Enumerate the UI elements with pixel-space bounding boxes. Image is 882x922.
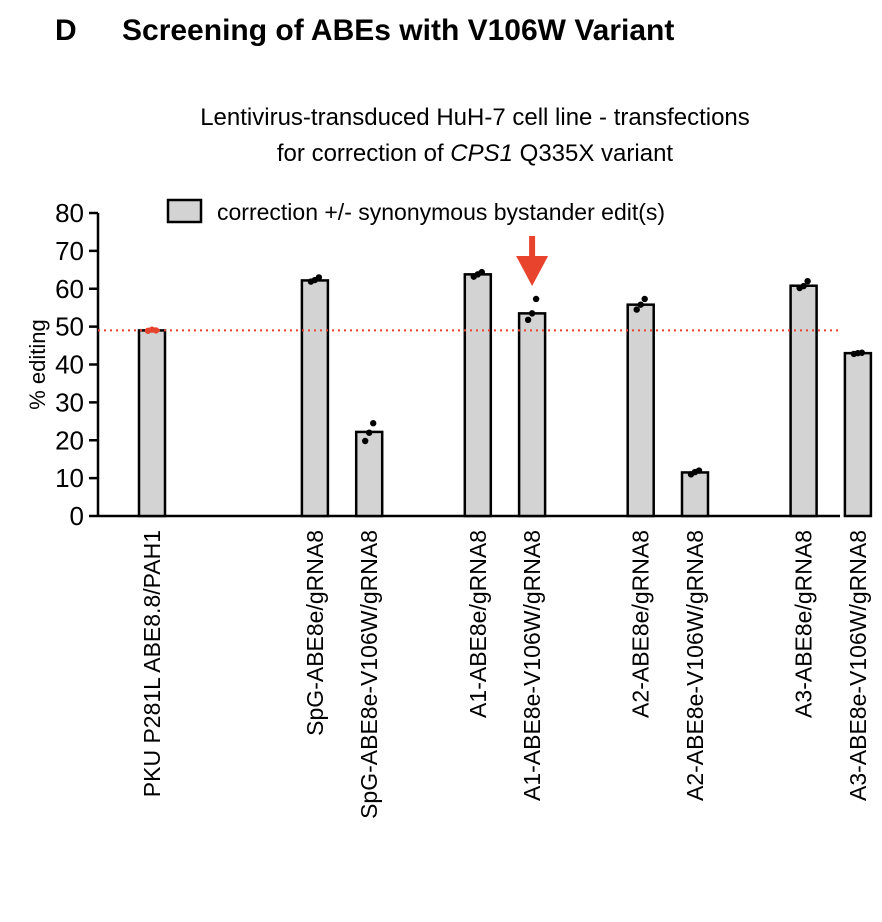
data-point: [315, 274, 323, 281]
data-point: [524, 316, 532, 324]
bar: [463, 273, 493, 518]
bar: [789, 284, 818, 518]
x-tick-label: A3-ABE8e-V106W/gRNA8: [845, 530, 871, 801]
bar: [517, 312, 547, 518]
data-point: [528, 310, 536, 317]
y-tick-label: 40: [55, 350, 84, 380]
panel-title: Screening of ABEs with V106W Variant: [122, 14, 675, 47]
x-tick-label: A2-ABE8e-V106W/gRNA8: [682, 530, 708, 801]
bar: [300, 279, 330, 518]
bar: [354, 430, 384, 518]
data-point: [858, 349, 866, 356]
data-point: [800, 282, 807, 290]
data-point: [633, 306, 640, 313]
x-tick-label: A1-ABE8e/gRNA8: [465, 530, 491, 718]
y-tick-label: 30: [55, 387, 84, 417]
data-point: [366, 429, 373, 436]
chart-subtitle-line-2: for correction of CPS1 Q335X variant: [110, 140, 840, 168]
y-axis-label: % editing: [25, 319, 50, 410]
data-point: [362, 437, 369, 445]
x-tick-label: A1-ABE8e-V106W/gRNA8: [519, 530, 545, 801]
y-tick-label: 10: [55, 463, 84, 493]
panel-letter: D: [55, 14, 77, 47]
data-point: [637, 301, 644, 308]
data-point: [370, 420, 377, 427]
subtitle-prefix: for correction of: [276, 140, 451, 167]
data-point: [641, 295, 648, 303]
y-tick-label: 50: [55, 312, 84, 342]
data-point: [804, 277, 811, 285]
legend-label: correction +/- synonymous bystander edit…: [217, 199, 665, 225]
data-point: [152, 327, 160, 334]
x-tick-label: A2-ABE8e/gRNA8: [628, 530, 654, 718]
y-tick-label: 0: [70, 501, 84, 531]
data-point: [478, 268, 485, 276]
subtitle-suffix: Q335X variant: [513, 140, 674, 167]
data-point: [532, 295, 540, 303]
bar: [626, 303, 655, 518]
x-tick-label: SpG-ABE8e-V106W/gRNA8: [356, 530, 382, 819]
highlight-arrow-head: [516, 256, 549, 286]
y-tick-label: 70: [55, 236, 84, 266]
x-tick-label: SpG-ABE8e/gRNA8: [302, 530, 328, 736]
x-tick-label: A3-ABE8e/gRNA8: [791, 530, 817, 718]
bar: [680, 471, 710, 518]
bar: [843, 351, 873, 518]
chart-subtitle-line-1: Lentivirus-transduced HuH-7 cell line - …: [200, 104, 750, 131]
y-tick-label: 60: [55, 274, 84, 304]
x-tick-label: PKU P281L ABE8.8/PAH1: [139, 530, 165, 797]
bar: [137, 329, 167, 518]
data-point: [695, 467, 703, 474]
legend-swatch: [166, 198, 203, 224]
y-tick-label: 20: [55, 425, 84, 455]
subtitle-gene-name: CPS1: [450, 140, 513, 167]
y-tick-label: 80: [55, 198, 84, 228]
